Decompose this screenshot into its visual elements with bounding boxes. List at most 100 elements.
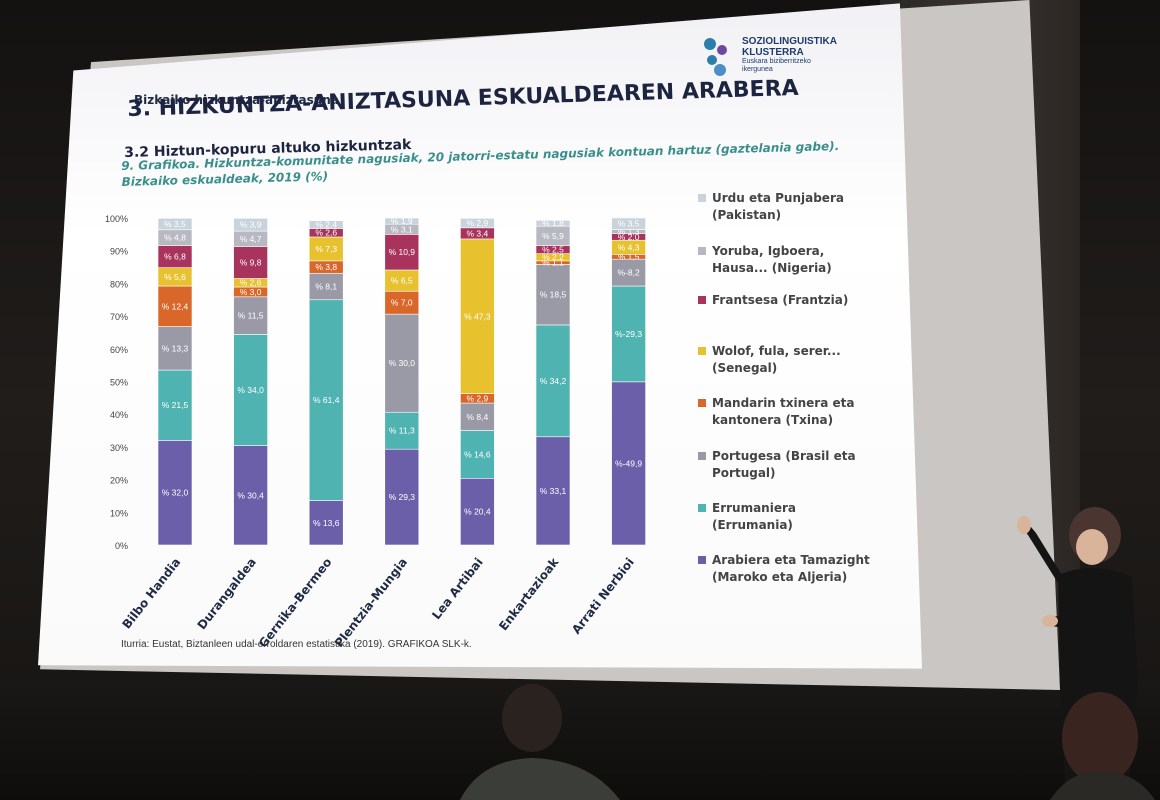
data-label: % 3,8 — [315, 262, 337, 272]
data-label: % 20,4 — [464, 507, 491, 517]
y-tick-label: 0% — [115, 541, 128, 551]
data-label: % 34,0 — [237, 385, 264, 395]
legend-swatch — [698, 452, 706, 460]
data-label: % 14,6 — [464, 449, 491, 459]
bar-segment — [384, 234, 420, 271]
y-tick-label: 90% — [110, 247, 128, 257]
data-label: % 4,3 — [618, 242, 640, 252]
y-tick-label: 50% — [110, 378, 128, 388]
logo-brand-line2: KLUSTERRA — [742, 47, 804, 58]
data-label: % 2,6 — [315, 228, 337, 238]
data-label: % 2,9 — [467, 393, 489, 403]
data-label: % 2,5 — [542, 245, 564, 255]
data-label: % 11,3 — [389, 426, 415, 436]
bar-segment — [535, 219, 571, 227]
bar-segment — [233, 296, 268, 335]
legend-label: Mandarin txinera eta kantonera (Txina) — [712, 396, 855, 427]
data-label: % 18,5 — [540, 290, 567, 300]
data-label: % 3,5 — [618, 219, 640, 229]
logo-tagline: Euskara biziberritzeko ikergunea — [742, 58, 811, 74]
data-label: % 3,0 — [240, 287, 262, 297]
y-tick-label: 100% — [105, 214, 128, 224]
legend-swatch — [698, 296, 706, 304]
legend-item: Portugesa (Brasil eta Portugal) — [698, 448, 872, 482]
data-label: % 12,4 — [162, 301, 189, 311]
category-label: Bilbo Handia — [119, 555, 183, 631]
data-label: % 2,4 — [315, 220, 337, 230]
bar-segment — [535, 324, 571, 438]
legend-label: Urdu eta Punjabera (Pakistan) — [712, 191, 844, 222]
legend-item: Errumaniera (Errumania) — [698, 500, 872, 534]
data-label: % 47,3 — [464, 311, 491, 321]
data-label: % 1,3 — [618, 227, 640, 237]
bar-segment — [384, 217, 420, 225]
legend-item: Yoruba, Igboera, Hausa... (Nigeria) — [698, 243, 872, 277]
y-tick-label: 80% — [110, 279, 128, 289]
data-label: % 30,4 — [237, 490, 264, 500]
data-label: % 5,9 — [542, 231, 564, 241]
data-label: % 34,2 — [540, 376, 567, 386]
legend-label: Frantsesa (Frantzia) — [712, 293, 849, 307]
bar-segment — [233, 218, 268, 232]
legend-swatch — [698, 347, 706, 355]
data-label: % 7,3 — [315, 244, 337, 254]
bar-segment — [157, 285, 193, 327]
data-label: % 7,0 — [391, 298, 413, 308]
data-label: % 6,8 — [164, 252, 186, 262]
logo-brand-text: SOZIOLINGUISTIKA KLUSTERRA — [742, 36, 837, 58]
data-label: % 5,6 — [164, 272, 186, 282]
data-label: % 3,4 — [467, 228, 489, 238]
y-tick-label: 10% — [110, 508, 128, 518]
bar-segment — [384, 313, 420, 413]
legend-item: Mandarin txinera eta kantonera (Txina) — [698, 395, 872, 429]
category-label: Durangaldea — [195, 555, 259, 632]
data-label: % 4,7 — [240, 234, 262, 244]
logo-tagline-line2: ikergunea — [742, 66, 773, 73]
y-tick-label: 20% — [110, 476, 128, 486]
bar-segment — [157, 326, 193, 371]
category-label: Arrati Nerbioi — [569, 555, 637, 636]
data-label: % 1,8 — [542, 218, 564, 228]
legend-swatch — [698, 556, 706, 564]
data-label: % 3,9 — [240, 220, 262, 230]
bar-segment — [384, 448, 420, 546]
bar-segment — [611, 285, 646, 383]
y-tick-label: 40% — [110, 410, 128, 420]
bar-segment — [460, 218, 495, 229]
bar-segment — [308, 272, 344, 301]
section-label: Bizkaiko hizkuntza-aniztasuna — [134, 93, 339, 107]
legend-label: Arabiera eta Tamazight (Maroko eta Aljer… — [712, 553, 870, 584]
audience-member-head-2 — [1050, 692, 1155, 800]
bar-segment — [308, 500, 344, 546]
legend-label: Wolof, fula, serer... (Senegal) — [712, 344, 841, 375]
data-label: % 6,5 — [391, 276, 413, 286]
category-label: Lea Artibai — [429, 555, 486, 622]
data-label: % 30,0 — [389, 358, 416, 368]
data-label: % 3,5 — [164, 219, 186, 229]
data-label: % 3,1 — [391, 224, 413, 234]
data-label: % 2,0 — [618, 232, 640, 242]
bar-segment — [460, 402, 495, 431]
data-label: % 13,3 — [162, 343, 189, 353]
data-label: % 4,8 — [164, 233, 186, 243]
y-tick-label: 70% — [110, 312, 128, 322]
bar-segment — [460, 430, 495, 479]
legend-label: Yoruba, Igboera, Hausa... (Nigeria) — [712, 244, 832, 275]
legend-item: Frantsesa (Frantzia) — [698, 292, 872, 309]
category-label: Enkartazioak — [496, 554, 562, 633]
data-label: % 8,4 — [467, 412, 489, 422]
y-tick-label: 60% — [110, 345, 128, 355]
data-label: %-49,9 — [615, 458, 642, 468]
data-label: % 10,9 — [389, 247, 416, 257]
data-label: %-8,2 — [617, 268, 639, 278]
logo-mark-icon — [704, 38, 727, 76]
data-label: % 2,6 — [240, 278, 262, 288]
legend-swatch — [698, 194, 706, 202]
bar-segment — [308, 220, 344, 229]
data-label: % 8,1 — [315, 282, 337, 292]
data-label: % 29,3 — [389, 492, 416, 502]
bar-segment — [460, 477, 495, 546]
bar-segment — [308, 299, 344, 501]
legend-swatch — [698, 399, 706, 407]
